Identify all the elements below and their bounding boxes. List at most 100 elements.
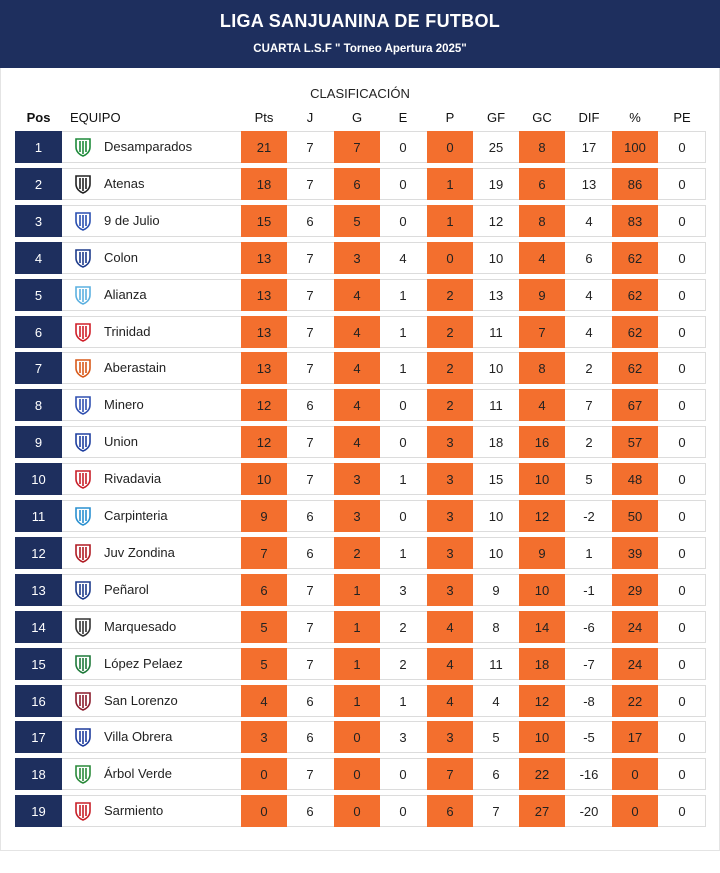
team-crest-icon — [73, 727, 93, 747]
stat-cell-gc: 12 — [519, 685, 565, 717]
stat-cell-gf: 6 — [492, 766, 500, 782]
col-header-p: P — [445, 110, 455, 125]
team-name: Atenas — [104, 176, 145, 191]
team-crest-icon — [73, 617, 93, 637]
stat-cell-p: 0 — [427, 242, 473, 274]
stat-cell-dif: 1 — [585, 545, 593, 561]
stat-cell-j: 7 — [306, 139, 314, 155]
table-row: 7 Aberastain 13 7 4 1 2 10 8 2 62 0 — [15, 352, 706, 384]
stat-cell-pct: 24 — [612, 611, 658, 643]
col-header-pct: % — [629, 110, 641, 125]
stat-cell-dif: 2 — [585, 434, 593, 450]
stat-cell-j: 6 — [306, 213, 314, 229]
stat-cell-e: 0 — [399, 397, 407, 413]
stat-cell-g: 0 — [334, 758, 380, 790]
stat-cell-g: 1 — [334, 648, 380, 680]
stat-cell-gf: 10 — [488, 508, 504, 524]
stat-cell-p: 2 — [427, 279, 473, 311]
stat-cell-dif: -2 — [583, 508, 595, 524]
stat-cell-p: 3 — [427, 463, 473, 495]
team-name: Árbol Verde — [104, 766, 172, 781]
stat-cell-p: 2 — [427, 352, 473, 384]
col-header-gc: GC — [532, 110, 552, 125]
stat-cell-gc: 14 — [519, 611, 565, 643]
stat-cell-pts: 18 — [241, 168, 287, 200]
position-cell: 4 — [15, 242, 62, 274]
stat-cell-pts: 15 — [241, 205, 287, 237]
row-background — [62, 131, 706, 163]
stat-cell-pct: 48 — [612, 463, 658, 495]
stat-cell-p: 3 — [427, 500, 473, 532]
stat-cell-g: 4 — [334, 279, 380, 311]
table-row: 8 Minero 12 6 4 0 2 11 4 7 67 0 — [15, 389, 706, 421]
table-row: 6 Trinidad 13 7 4 1 2 11 7 4 62 0 — [15, 316, 706, 348]
stat-cell-g: 0 — [334, 721, 380, 753]
stat-cell-pts: 4 — [241, 685, 287, 717]
stat-cell-p: 4 — [427, 648, 473, 680]
stat-cell-g: 3 — [334, 500, 380, 532]
stat-cell-p: 3 — [427, 721, 473, 753]
stat-cell-p: 1 — [427, 168, 473, 200]
stat-cell-p: 2 — [427, 389, 473, 421]
stat-cell-pe: 0 — [678, 582, 686, 598]
stat-cell-pct: 57 — [612, 426, 658, 458]
table-row: 16 San Lorenzo 4 6 1 1 4 4 12 -8 22 0 — [15, 685, 706, 717]
stat-cell-dif: 2 — [585, 360, 593, 376]
stat-cell-pts: 7 — [241, 537, 287, 569]
stat-cell-dif: -6 — [583, 619, 595, 635]
stat-cell-gc: 10 — [519, 574, 565, 606]
stat-cell-gf: 18 — [488, 434, 504, 450]
position-cell: 10 — [15, 463, 62, 495]
position-cell: 13 — [15, 574, 62, 606]
stat-cell-j: 6 — [306, 729, 314, 745]
stat-cell-p: 4 — [427, 685, 473, 717]
stat-cell-j: 7 — [306, 619, 314, 635]
stat-cell-gc: 4 — [519, 242, 565, 274]
stat-cell-gf: 19 — [488, 176, 504, 192]
stat-cell-j: 7 — [306, 471, 314, 487]
team-name: Colon — [104, 250, 138, 265]
stat-cell-pe: 0 — [678, 324, 686, 340]
row-background — [62, 648, 706, 680]
team-crest-icon — [73, 801, 93, 821]
stat-cell-dif: 6 — [585, 250, 593, 266]
stat-cell-gc: 22 — [519, 758, 565, 790]
team-crest-icon — [73, 506, 93, 526]
stat-cell-gf: 10 — [488, 250, 504, 266]
stat-cell-g: 4 — [334, 316, 380, 348]
stat-cell-gc: 9 — [519, 279, 565, 311]
position-cell: 12 — [15, 537, 62, 569]
row-background — [62, 389, 706, 421]
stat-cell-j: 7 — [306, 582, 314, 598]
stat-cell-e: 1 — [399, 471, 407, 487]
stat-cell-e: 1 — [399, 360, 407, 376]
stat-cell-pct: 29 — [612, 574, 658, 606]
stat-cell-dif: -1 — [583, 582, 595, 598]
header-banner: LIGA SANJUANINA DE FUTBOL CUARTA L.S.F "… — [0, 0, 720, 68]
stat-cell-gc: 7 — [519, 316, 565, 348]
stat-cell-gf: 15 — [488, 471, 504, 487]
team-name: Sarmiento — [104, 803, 164, 818]
row-background — [62, 316, 706, 348]
stat-cell-pct: 22 — [612, 685, 658, 717]
stat-cell-j: 6 — [306, 693, 314, 709]
team-crest-icon — [73, 395, 93, 415]
row-background — [62, 685, 706, 717]
stat-cell-dif: 13 — [581, 176, 597, 192]
stat-cell-dif: 5 — [585, 471, 593, 487]
stat-cell-pts: 3 — [241, 721, 287, 753]
table-row: 2 Atenas 18 7 6 0 1 19 6 13 86 0 — [15, 168, 706, 200]
table-row: 19 Sarmiento 0 6 0 0 6 7 27 -20 0 0 — [15, 795, 706, 827]
stat-cell-p: 1 — [427, 205, 473, 237]
col-header-pe: PE — [673, 110, 691, 125]
stat-cell-pts: 6 — [241, 574, 287, 606]
stat-cell-gf: 11 — [489, 397, 503, 413]
team-name: San Lorenzo — [104, 693, 178, 708]
stat-cell-j: 6 — [306, 803, 314, 819]
stat-cell-pct: 39 — [612, 537, 658, 569]
stat-cell-gc: 18 — [519, 648, 565, 680]
stat-cell-pts: 12 — [241, 426, 287, 458]
team-crest-icon — [73, 211, 93, 231]
section-title: CLASIFICACIÓN — [310, 86, 410, 101]
team-crest-icon — [73, 654, 93, 674]
